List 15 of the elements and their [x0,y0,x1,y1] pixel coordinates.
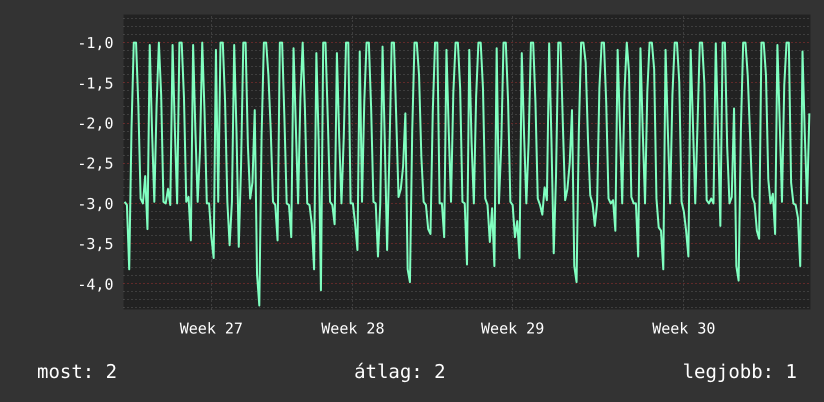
x-tick-label: Week 29 [481,320,544,338]
y-tick-label: -1,5 [77,74,114,92]
text: átlag: 2 [354,360,446,385]
x-tick-label: Week 30 [652,320,716,338]
y-tick-label: -3,5 [77,235,114,254]
y-tick-label: -4,0 [77,275,114,294]
x-tick-label: Week 28 [321,320,384,338]
x-tick-label: Week 27 [180,320,243,338]
y-tick-label: -2,5 [77,154,114,173]
y-tick-label: -2,0 [77,114,114,133]
y-tick-label: -3,0 [77,194,114,213]
y-tick-label: -1,0 [77,34,114,52]
text: legjobb: 1 [682,360,797,385]
text: most: 2 [37,360,118,385]
line-series [124,42,810,306]
